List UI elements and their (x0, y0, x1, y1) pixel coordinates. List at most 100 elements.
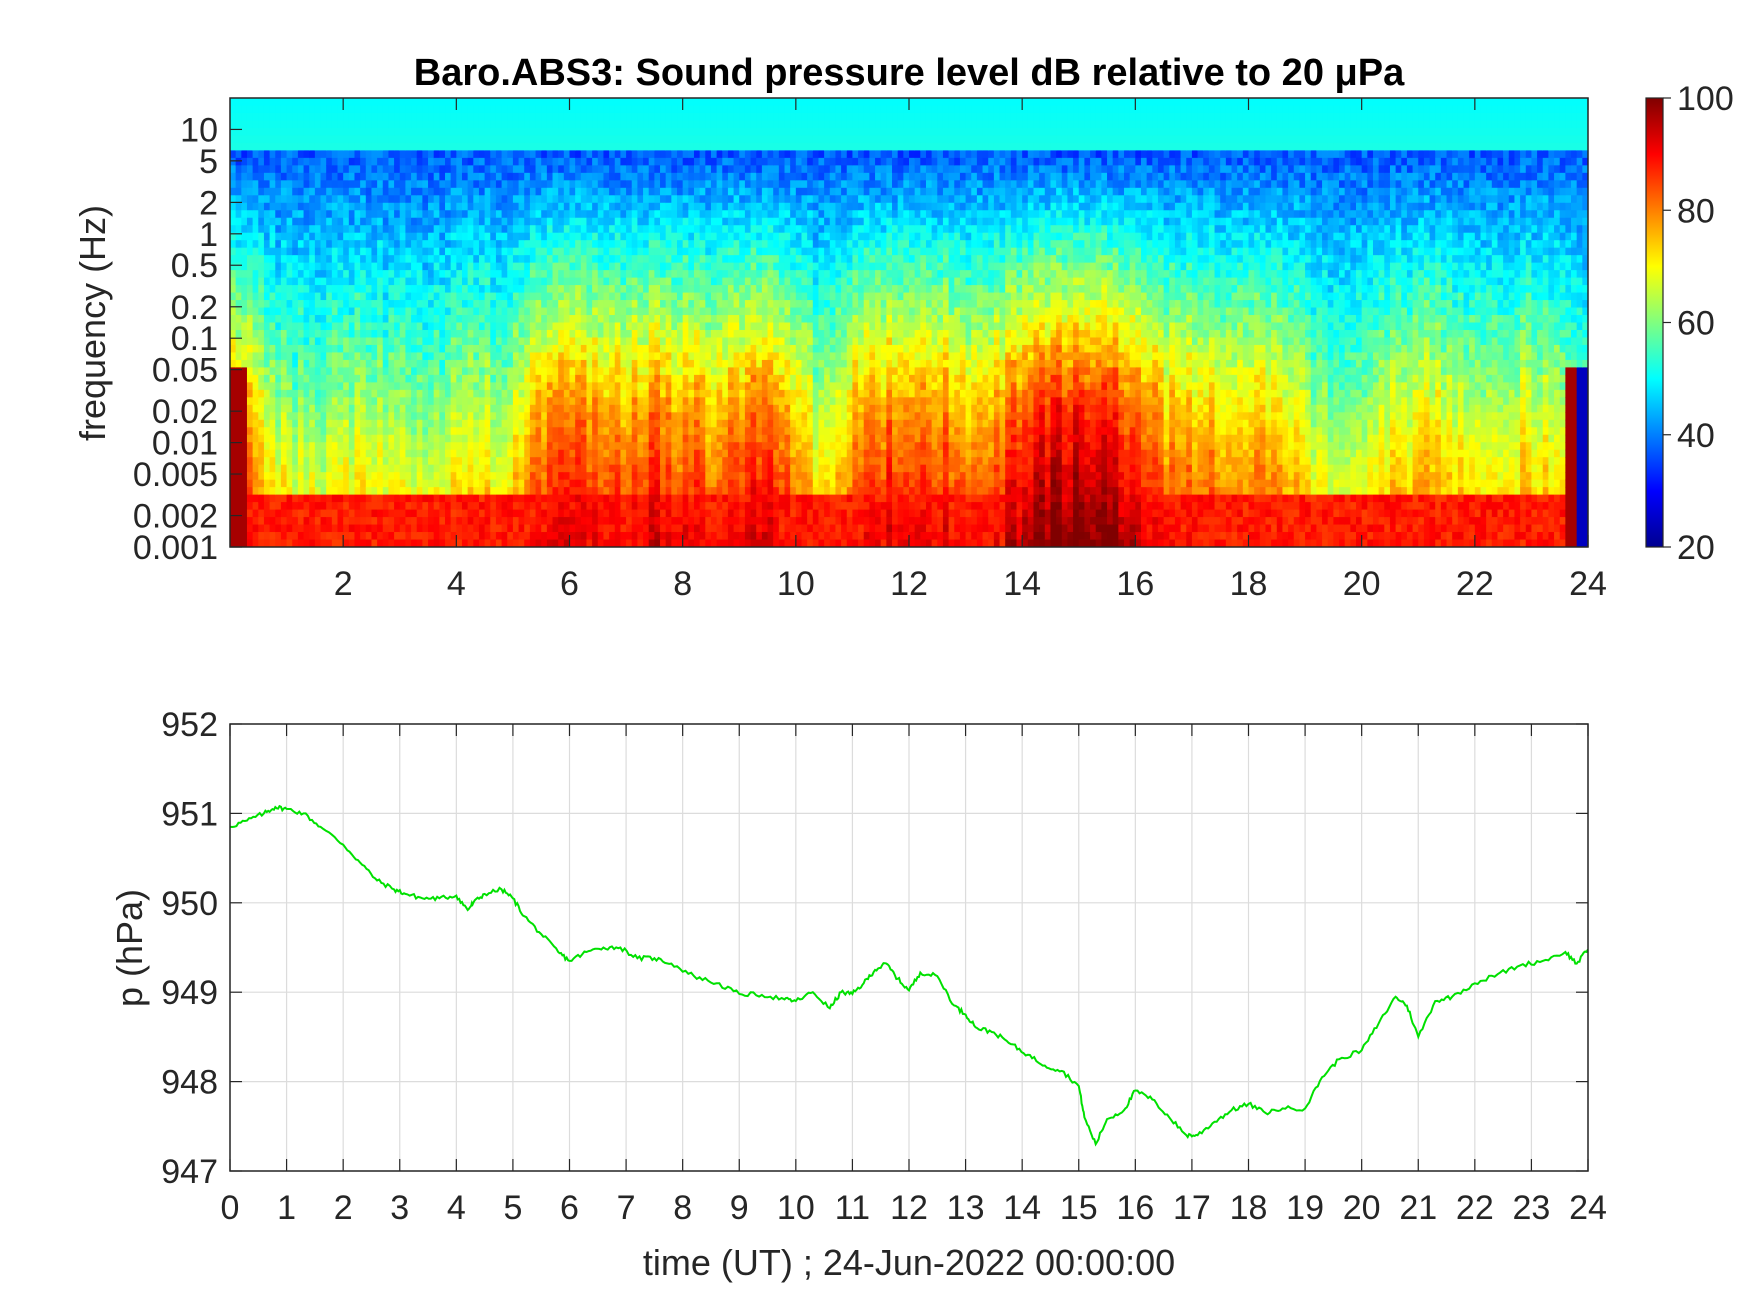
heatmap-cell (411, 472, 418, 481)
heatmap-cell (388, 232, 395, 241)
heatmap-cell (371, 172, 378, 181)
heatmap-cell (648, 472, 655, 481)
heatmap-cell (495, 322, 503, 331)
heatmap-cell (699, 210, 706, 219)
heatmap-cell (461, 127, 469, 137)
heatmap-cell (677, 217, 684, 226)
heatmap-cell (541, 352, 548, 361)
heatmap-cell (320, 135, 327, 144)
heatmap-cell (501, 509, 508, 518)
heatmap-cell (280, 315, 288, 324)
heatmap-cell (337, 427, 344, 436)
heatmap-cell (637, 472, 644, 481)
heatmap-cell (343, 359, 350, 368)
heatmap-cell (303, 502, 310, 511)
heatmap-cell (428, 389, 435, 398)
heatmap-cell (297, 262, 305, 271)
heatmap-cell (688, 307, 695, 316)
heatmap-cell (382, 307, 390, 316)
heatmap-cell (580, 202, 588, 211)
heatmap-cell (677, 434, 684, 443)
heatmap-cell (654, 255, 661, 264)
heatmap-cell (331, 142, 339, 151)
heatmap-cell (603, 300, 610, 309)
heatmap-cell (665, 135, 672, 144)
heatmap-cell (620, 397, 627, 406)
heatmap-cell (495, 127, 503, 137)
heatmap-cell (416, 494, 423, 503)
heatmap-cell (343, 217, 350, 226)
heatmap-cell (405, 98, 412, 107)
heatmap-cell (671, 165, 678, 174)
heatmap-cell (382, 517, 390, 526)
heatmap-cell (586, 292, 593, 301)
heatmap-cell (388, 98, 395, 107)
heatmap-cell (501, 202, 508, 211)
heatmap-cell (309, 337, 316, 346)
heatmap-cell (320, 300, 327, 309)
heatmap-cell (275, 389, 282, 398)
heatmap-cell (416, 517, 423, 526)
heatmap-cell (524, 172, 531, 181)
heatmap-cell (512, 509, 520, 518)
heatmap-cell (331, 532, 339, 541)
heatmap-cell (303, 329, 310, 339)
heatmap-cell (405, 180, 412, 189)
heatmap-cell (620, 270, 627, 279)
heatmap-cell (241, 337, 248, 346)
heatmap-cell (428, 329, 435, 339)
heatmap-cell (275, 150, 282, 159)
heatmap-cell (648, 404, 655, 413)
heatmap-cell (450, 172, 457, 181)
heatmap-cell (631, 217, 638, 226)
heatmap-cell (507, 479, 514, 488)
heatmap-cell (331, 517, 339, 526)
heatmap-cell (473, 457, 480, 466)
heatmap-cell (580, 344, 588, 354)
heatmap-cell (665, 232, 672, 241)
heatmap-cell (688, 142, 695, 151)
heatmap-cell (405, 344, 412, 354)
heatmap-cell (235, 285, 242, 294)
heatmap-cell (337, 277, 344, 286)
heatmap-cell (637, 337, 644, 346)
heatmap-cell (552, 532, 559, 541)
heatmap-cell (682, 449, 689, 458)
heatmap-cell (569, 532, 576, 541)
heatmap-cell (337, 337, 344, 346)
heatmap-cell (688, 195, 695, 204)
heatmap-cell (671, 389, 678, 398)
heatmap-cell (518, 442, 525, 451)
heatmap-cell (575, 532, 582, 541)
heatmap-cell (292, 150, 299, 159)
heatmap-cell (343, 247, 350, 256)
heatmap-cell (246, 240, 254, 249)
heatmap-cell (382, 315, 390, 324)
heatmap-cell (643, 247, 650, 256)
heatmap-cell (314, 494, 322, 503)
heatmap-cell (524, 337, 531, 346)
heatmap-cell (631, 232, 638, 241)
heatmap-cell (580, 247, 588, 256)
heatmap-cell (433, 157, 440, 166)
heatmap-cell (326, 509, 333, 518)
heatmap-cell (235, 382, 242, 391)
heatmap-cell (258, 232, 265, 241)
heatmap-cell (326, 270, 333, 279)
heatmap-cell (348, 157, 356, 166)
heatmap-cell (252, 337, 259, 346)
heatmap-cell (371, 509, 378, 518)
heatmap-cell (303, 120, 310, 129)
heatmap-cell (688, 389, 695, 398)
heatmap-cell (682, 187, 689, 196)
heatmap-cell (677, 105, 684, 114)
heatmap-cell (688, 374, 695, 383)
heatmap-cell (597, 232, 605, 241)
heatmap-cell (230, 217, 237, 226)
heatmap-cell (648, 352, 655, 361)
heatmap-cell (241, 404, 248, 413)
heatmap-cell (326, 472, 333, 481)
heatmap-cell (365, 479, 373, 488)
heatmap-cell (263, 277, 271, 286)
heatmap-cell (337, 120, 344, 129)
